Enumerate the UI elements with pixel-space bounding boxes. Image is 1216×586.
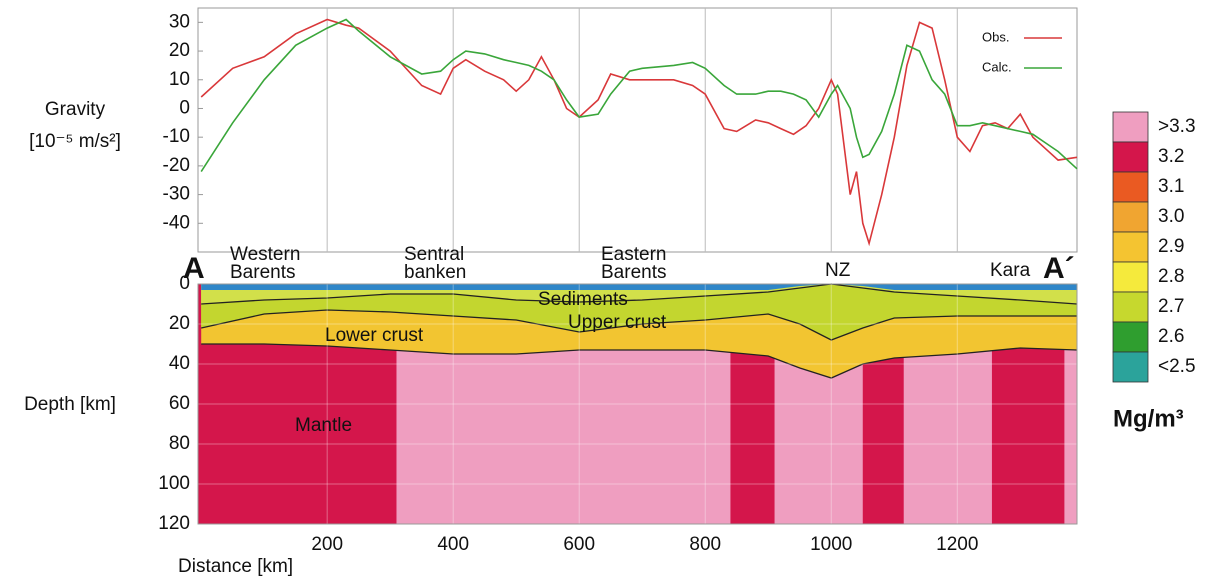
colorbar-swatch [1113,202,1148,232]
y-tick-label: 100 [158,473,190,494]
colorbar-label: 2.7 [1158,296,1184,317]
layer-label: Lower crust [325,325,424,346]
colorbar-swatch [1113,352,1148,382]
y-tick-label: -40 [163,212,190,233]
y-tick-label: 40 [169,353,190,374]
y-tick-label: -30 [163,184,190,205]
region-label: Kara [990,260,1031,281]
colorbar-swatch [1113,292,1148,322]
x-tick-label: 200 [311,534,343,555]
y-tick-label: 10 [169,69,190,90]
y-tick-label: 20 [169,313,190,334]
legend-label: Obs. [982,29,1009,44]
plots: -40 -30 -20 -10 0 10 20 30 Obs. Calc. 200 400 600 800… [158,8,1195,555]
colorbar-label: 2.9 [1158,236,1184,257]
x-tick-label: 600 [563,534,595,555]
colorbar-swatch [1113,172,1148,202]
y-axis-label: Depth [km] [24,394,116,415]
y-tick-label: 120 [158,513,190,534]
x-tick-label: 400 [437,534,469,555]
colorbar-label: >3.3 [1158,116,1196,137]
colorbar-unit: Mg/m³ [1113,405,1184,432]
y-axis-label: Gravity [45,99,106,120]
water-fill [201,284,1077,290]
colorbar-swatch [1113,262,1148,292]
y-tick-label: -10 [163,126,190,147]
x-tick-label: 800 [689,534,721,555]
colorbar-swatch [1113,142,1148,172]
profile-end: A´ [1043,252,1075,285]
x-tick-label: 1200 [936,534,978,555]
colorbar-label: 3.0 [1158,206,1184,227]
colorbar-swatch [1113,232,1148,262]
region-label: NZ [825,260,851,281]
y-tick-label: 80 [169,433,190,454]
layer-label: Mantle [295,415,352,436]
y-tick-label: 30 [169,11,190,32]
colorbar-label: 3.2 [1158,146,1184,167]
colorbar-label: 2.8 [1158,266,1184,287]
y-tick-label: 20 [169,40,190,61]
x-axis-label: Distance [km] [178,556,293,577]
y-tick-label: 0 [179,97,190,118]
y-tick-label: -20 [163,155,190,176]
colorbar-label: 2.6 [1158,326,1184,347]
y-tick-label: 60 [169,393,190,414]
colorbar-label: 3.1 [1158,176,1184,197]
y-axis-unit: [10⁻⁵ m/s²] [29,131,121,152]
legend-label: Calc. [982,59,1012,74]
layer-label: Upper crust [568,312,667,333]
chart: Gravity [10⁻⁵ m/s²] Depth [km] Distance … [0,0,1216,586]
profile-start: A [183,252,205,285]
layer-label: Sediments [538,289,628,310]
plot-background [198,8,1077,252]
x-tick-label: 1000 [810,534,852,555]
colorbar-label: <2.5 [1158,356,1196,377]
colorbar-swatch [1113,322,1148,352]
colorbar-swatch [1113,112,1148,142]
